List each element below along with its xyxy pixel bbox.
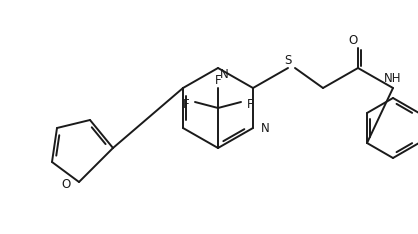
Text: O: O xyxy=(62,178,71,190)
Text: F: F xyxy=(182,98,189,110)
Text: N: N xyxy=(220,69,229,81)
Text: O: O xyxy=(348,33,358,47)
Text: N: N xyxy=(261,121,270,135)
Text: NH: NH xyxy=(384,72,402,84)
Text: S: S xyxy=(284,54,292,66)
Text: F: F xyxy=(247,98,254,110)
Text: F: F xyxy=(215,74,221,88)
